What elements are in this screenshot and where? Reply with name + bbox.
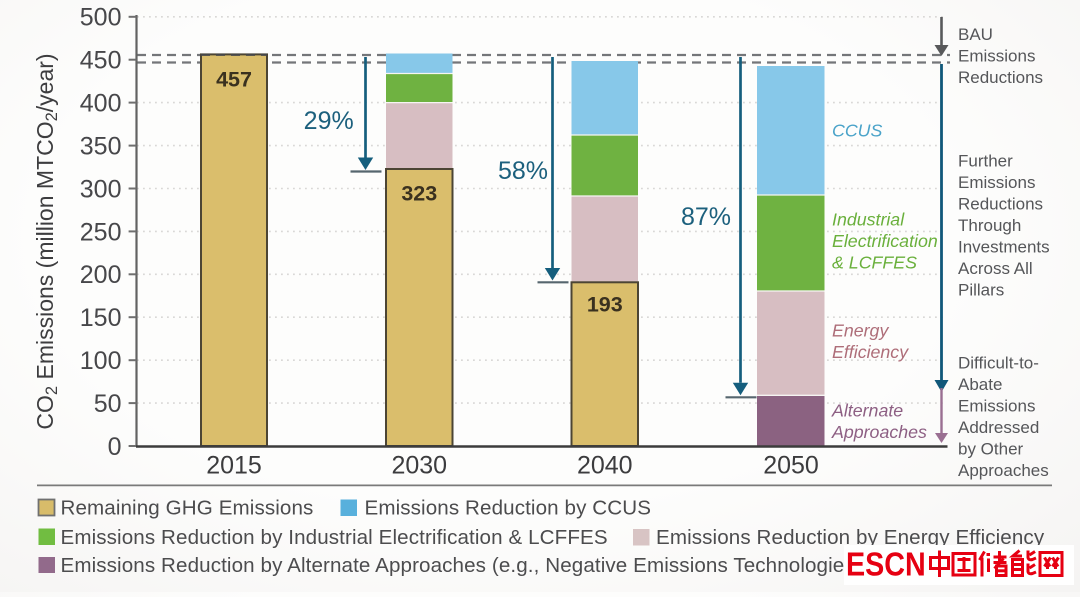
svg-text:Investments: Investments [958, 238, 1050, 257]
svg-text:200: 200 [80, 261, 122, 289]
svg-text:50: 50 [94, 390, 122, 418]
svg-text:450: 450 [80, 47, 122, 75]
svg-text:Across All: Across All [958, 259, 1033, 278]
svg-text:193: 193 [587, 293, 623, 317]
svg-text:150: 150 [80, 304, 122, 332]
svg-text:Abate: Abate [958, 375, 1002, 394]
svg-text:Energy: Energy [832, 321, 889, 341]
svg-text:& LCFFES: & LCFFES [832, 253, 917, 273]
svg-text:2040: 2040 [577, 451, 633, 479]
svg-text:by Other: by Other [958, 440, 1024, 459]
svg-text:Difficult-to-: Difficult-to- [958, 354, 1039, 373]
svg-text:Emissions Reduction by CCUS: Emissions Reduction by CCUS [365, 497, 652, 520]
svg-text:29%: 29% [304, 107, 354, 135]
svg-text:BAU: BAU [958, 25, 993, 44]
svg-text:323: 323 [401, 181, 437, 205]
svg-text:Electrification: Electrification [832, 231, 938, 251]
svg-text:300: 300 [80, 175, 122, 203]
svg-text:350: 350 [80, 133, 122, 161]
svg-text:Remaining GHG Emissions: Remaining GHG Emissions [61, 497, 314, 520]
svg-text:Emissions: Emissions [958, 173, 1035, 192]
svg-text:Emissions: Emissions [958, 47, 1035, 66]
svg-text:87%: 87% [681, 203, 731, 231]
svg-text:Emissions Reduction by Alterna: Emissions Reduction by Alternate Approac… [61, 554, 862, 577]
svg-text:100: 100 [80, 347, 122, 375]
svg-text:Industrial: Industrial [832, 210, 905, 230]
svg-text:Emissions: Emissions [958, 397, 1035, 416]
svg-text:Emissions Reduction by Energy: Emissions Reduction by Energy Efficiency [656, 526, 1045, 549]
svg-text:ESCN: ESCN [846, 546, 926, 583]
svg-text:2050: 2050 [763, 451, 819, 479]
svg-text:CCUS: CCUS [832, 121, 883, 141]
svg-text:Alternate: Alternate [831, 401, 903, 421]
svg-text:Approaches: Approaches [958, 461, 1049, 480]
svg-text:Through: Through [958, 216, 1021, 235]
svg-text:Efficiency: Efficiency [832, 342, 909, 362]
svg-text:Further: Further [958, 152, 1013, 171]
svg-text:2015: 2015 [206, 451, 262, 479]
svg-text:250: 250 [80, 218, 122, 246]
svg-text:457: 457 [216, 68, 252, 92]
svg-text:Emissions Reduction by Industr: Emissions Reduction by Industrial Electr… [61, 526, 608, 549]
svg-text:Reductions: Reductions [958, 195, 1043, 214]
svg-text:0: 0 [108, 433, 122, 461]
svg-text:2030: 2030 [391, 451, 447, 479]
svg-text:CO2 Emissions (million MTCO2/y: CO2 Emissions (million MTCO2/year) [32, 53, 61, 429]
svg-text:Approaches: Approaches [831, 422, 927, 442]
svg-text:Pillars: Pillars [958, 281, 1004, 300]
svg-text:500: 500 [80, 4, 122, 32]
svg-text:58%: 58% [498, 157, 548, 185]
svg-text:Addressed: Addressed [958, 418, 1039, 437]
svg-text:400: 400 [80, 90, 122, 118]
svg-text:Reductions: Reductions [958, 68, 1043, 87]
